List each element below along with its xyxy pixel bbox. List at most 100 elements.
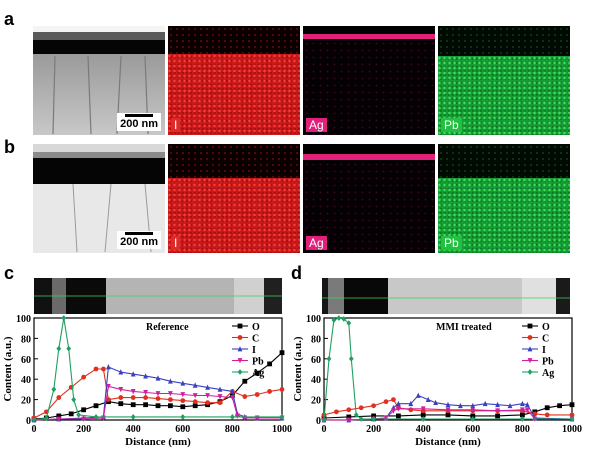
chart-d-x-tick-label-3: 600 — [465, 424, 480, 435]
chart-d-y-tick-label-3: 60 — [311, 355, 321, 366]
chart-d-point-Ag-6 — [348, 355, 354, 362]
chart-c-legend-marker-I — [237, 346, 243, 352]
chart-d-chart-title: MMI treated — [436, 322, 492, 333]
chart-c-point-O-11 — [168, 403, 173, 409]
chart-d-point-Pb-10 — [520, 407, 525, 413]
chart-c-point-I-13 — [217, 386, 223, 392]
chart-c-point-I-9 — [168, 378, 173, 384]
chart-d-point-O-12 — [569, 402, 575, 408]
chart-d-point-I-5 — [396, 400, 401, 407]
map-tag-b-I: I — [171, 236, 181, 250]
chart-d-y-tick-label-0: 0 — [316, 416, 321, 427]
chart-c-point-C-4 — [81, 374, 86, 380]
chart-d-point-I-10 — [445, 401, 451, 408]
chart-c-legend-label-I: I — [252, 345, 256, 356]
chart-c-point-Pb-6 — [130, 389, 136, 395]
chart-d-legend-label-C: C — [542, 334, 549, 345]
chart-d-point-C-16 — [569, 412, 575, 418]
chart-d-point-Ag-2 — [331, 317, 337, 323]
chart-d-point-Pb-3 — [383, 415, 389, 421]
chart-d-x-tick-label-2: 400 — [416, 424, 431, 435]
chart-d-point-I-17 — [524, 401, 530, 408]
chart-c-legend-marker-C — [237, 335, 243, 340]
chart-d-point-I-14 — [495, 401, 500, 408]
eds-map-a-I-noise — [168, 26, 300, 54]
chart-c-point-Pb-7 — [143, 390, 148, 396]
chart-c-point-Pb-15 — [234, 413, 240, 419]
eds-map-b-Pb: Pb — [438, 144, 570, 253]
chart-d-legend-label-Pb: Pb — [542, 357, 554, 368]
chart-c-point-O-17 — [242, 378, 248, 384]
chart-d-legend-marker-I — [527, 346, 533, 352]
tem-image-a: 200 nm — [33, 26, 165, 135]
eds-map-b-I-noise — [168, 144, 300, 178]
chart-c-point-C-20 — [267, 389, 272, 394]
chart-d-point-O-11 — [557, 403, 562, 409]
eds-map-b-Pb-noise — [438, 144, 570, 178]
chart-c-x-tick-label-2: 400 — [126, 424, 141, 435]
chart-d-y-tick-label-1: 20 — [311, 396, 321, 407]
chart-c-point-Pb-4 — [106, 383, 111, 390]
chart-d-point-O-4 — [420, 412, 426, 418]
chart-c-point-C-15 — [205, 400, 211, 406]
chart-d-point-O-1 — [346, 414, 352, 420]
chart-d-point-Pb-4 — [391, 408, 396, 414]
chart-d-legend-marker-Pb — [527, 358, 533, 364]
eds-map-a-I: I — [168, 26, 300, 135]
eds-map-b-Ag-band — [303, 154, 435, 160]
chart-c-point-C-19 — [254, 392, 260, 397]
map-tag-b-Pb: Pb — [441, 236, 462, 250]
chart-c-point-C-9 — [130, 395, 136, 400]
chart-c-legend-label-O: O — [252, 322, 260, 333]
scale-bar-label-b: 200 nm — [120, 236, 158, 248]
chart-c-legend-marker-O — [237, 323, 243, 329]
chart-c-point-Ag-6 — [71, 396, 77, 403]
chart-c-point-O-12 — [180, 404, 186, 410]
chart-d-point-Ag-1 — [326, 355, 332, 362]
chart-c-point-C-18 — [242, 394, 248, 399]
chart-c-point-O-5 — [93, 403, 99, 409]
chart-c-point-O-9 — [143, 402, 148, 408]
chart-c-point-Pb-8 — [155, 391, 161, 397]
chart-c-point-C-12 — [168, 397, 173, 402]
chart-c-point-I-7 — [143, 373, 148, 379]
chart-c-point-O-19 — [267, 361, 272, 367]
tem-image-b: 200 nm — [33, 144, 165, 253]
chart-c-point-I-4 — [106, 364, 111, 370]
chart-d-point-I-15 — [507, 402, 513, 409]
chart-c-point-C-2 — [56, 395, 62, 400]
line-scan-image-c-graphic — [34, 278, 282, 314]
scale-bar-label-a: 200 nm — [120, 118, 158, 130]
chart-d-point-Ag-9 — [371, 416, 376, 422]
chart-d-point-C-5 — [383, 399, 389, 405]
chart-d-series-C — [321, 397, 575, 418]
panel-label-b: b — [4, 137, 15, 157]
chart-d-y-tick-label-4: 80 — [311, 334, 321, 345]
chart-d-point-Ag-10 — [420, 416, 426, 422]
chart-c-x-tick-label-4: 800 — [225, 424, 240, 435]
chart-d-x-tick-label-0: 0 — [322, 424, 327, 435]
chart-d-point-C-15 — [544, 412, 550, 418]
scale-bar-b: 200 nm — [117, 231, 161, 249]
chart-d-point-Ag-5 — [346, 320, 352, 326]
chart-d-legend-label-I: I — [542, 345, 546, 356]
chart-c-point-Pb-2 — [81, 416, 86, 422]
scale-bar-line-b — [125, 232, 154, 235]
chart-d-legend-label-Ag: Ag — [542, 368, 554, 379]
chart-c-x-tick-label-3: 600 — [175, 424, 190, 435]
chart-c-point-Ag-7 — [76, 412, 82, 418]
chart-c-point-C-8 — [118, 395, 124, 400]
chart-d-point-C-4 — [371, 403, 376, 409]
chart-d-legend-marker-Ag — [527, 369, 533, 375]
chart-d-point-O-6 — [470, 413, 476, 419]
chart-c-point-C-16 — [217, 400, 223, 406]
map-tag-a-I: I — [171, 118, 181, 132]
chart-c-point-Pb-11 — [192, 393, 198, 399]
chart-d-point-O-10 — [544, 405, 550, 411]
line-scan-image-c — [34, 278, 282, 314]
chart-d-point-Pb-8 — [470, 407, 476, 413]
chart-c-x-tick-label-5: 1000 — [272, 424, 292, 435]
chart-c-chart-title: Reference — [146, 322, 189, 333]
chart-c-point-C-6 — [101, 366, 106, 372]
map-tag-b-Ag: Ag — [306, 236, 327, 250]
